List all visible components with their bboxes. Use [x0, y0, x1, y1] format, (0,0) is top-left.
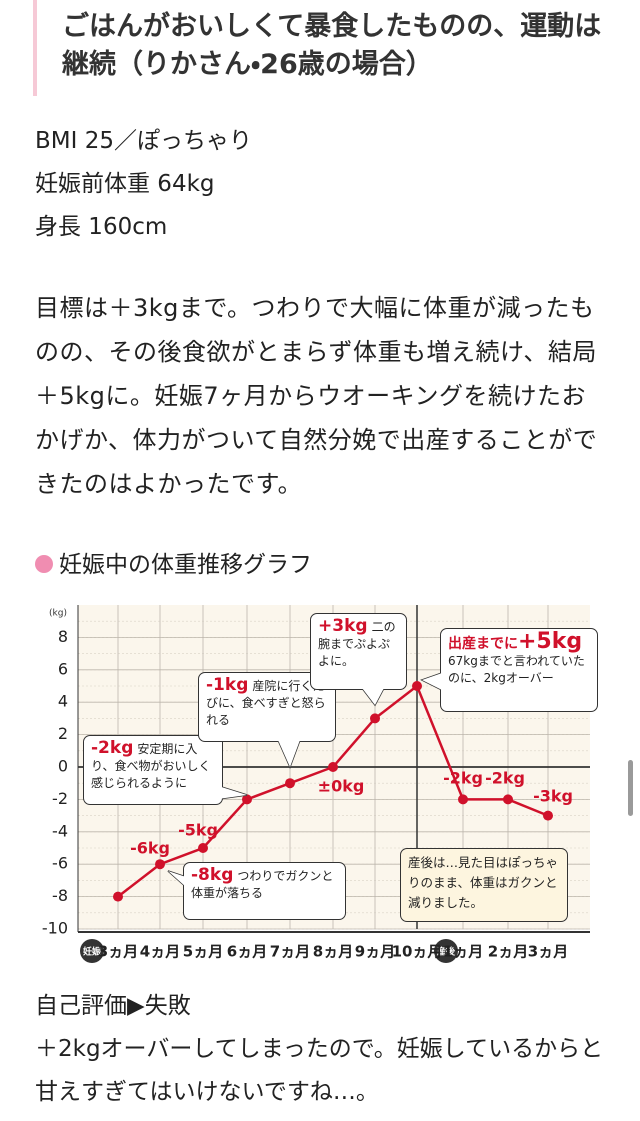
phase-badge	[80, 939, 104, 963]
evaluation-title: 自己評価▶失敗	[35, 993, 191, 1019]
y-unit: (kg)	[49, 609, 67, 619]
value-label: +5kg	[518, 629, 583, 654]
callout-tail-cover	[362, 688, 384, 705]
value-label: -5kg	[178, 821, 218, 840]
phase-label: 妊娠	[83, 946, 102, 958]
x-tick-label: 10ヵ月	[392, 943, 443, 961]
point	[328, 762, 338, 772]
callout-tail-cover	[278, 740, 300, 767]
value-label: -2kg	[485, 769, 525, 788]
x-tick-label: 1ヵ月	[443, 943, 483, 961]
body-text: 目標は＋3kgまで。つわりで大幅に体重が減ったものの、その後食欲がとまらず体重も…	[35, 294, 598, 498]
value-label: -2kg	[91, 738, 134, 758]
callout-note: 安定期に入り、食べ物がおいしく感じられるように	[91, 742, 211, 790]
callout-note: つわりでガクンと体重が落ちる	[191, 869, 334, 900]
y-tick-label: -8	[52, 886, 68, 905]
x-tick-label: 3ヵ月	[98, 943, 138, 961]
bullet	[35, 555, 53, 573]
profile: BMI 25／ぽっちゃり 妊娠前体重 64kg 身長 160cm	[35, 120, 252, 249]
value-label: -6kg	[130, 839, 170, 858]
profile-line: 妊娠前体重 64kg	[35, 171, 215, 197]
phase-badge	[434, 939, 458, 963]
x-tick-label: 9ヵ月	[355, 943, 395, 961]
point	[242, 794, 252, 805]
point	[458, 794, 468, 805]
y-tick-label: 0	[58, 757, 68, 776]
callout-tail-cover	[168, 871, 186, 887]
callout-tail-cover	[422, 673, 442, 690]
y-tick-label: 4	[58, 692, 68, 711]
value-label: +3kg	[318, 616, 368, 636]
evaluation: 自己評価▶失敗 ＋2kgオーバーしてしまったので。妊娠しているからと甘えすぎては…	[35, 985, 605, 1114]
callout-note: 産後は…見た目はぽっちゃりのまま、体重はガクンと減りました。	[408, 855, 559, 910]
callout: +3kg 二の腕までぷよぷよに。	[310, 613, 407, 690]
callout-box: +3kg 二の腕までぷよぷよに。	[310, 613, 407, 690]
point	[155, 859, 165, 870]
point	[370, 713, 380, 724]
value-label: -2kg	[443, 769, 483, 788]
point	[113, 891, 123, 902]
section-heading: 妊娠中の体重推移グラフ	[35, 548, 312, 582]
callout-box: 出産までに+5kg 67kgまでと言われていたのに、2kgオーバー	[440, 628, 598, 712]
callout: -8kg つわりでガクンと体重が落ちる	[183, 862, 346, 920]
heading: ごはんがおいしくて暴食したものの、運動は継続（りかさん・26歳の場合）	[62, 11, 602, 80]
heading-accent	[33, 0, 37, 96]
point	[412, 681, 422, 691]
profile-line: 身長 160cm	[35, 214, 168, 240]
callout-tail-cover	[215, 785, 247, 799]
value-label: -1kg	[206, 675, 249, 695]
callout-note: 産院に行くたびに、食べすぎと怒られる	[206, 679, 326, 727]
value-label: ±0kg	[318, 777, 365, 796]
y-tick-label: 6	[58, 659, 68, 678]
y-tick-label: -2	[52, 789, 68, 808]
callout: -2kg 安定期に入り、食べ物がおいしく感じられるように	[83, 735, 223, 805]
callout-prefix: 出産までに	[448, 636, 518, 652]
callout-box: -8kg つわりでガクンと体重が落ちる	[183, 862, 346, 920]
point	[543, 810, 553, 821]
callout-note: 二の腕までぷよぷよに。	[318, 620, 396, 668]
point	[285, 778, 295, 789]
x-tick-label: 8ヵ月	[313, 943, 353, 961]
y-tick-label: -10	[42, 919, 68, 938]
callout-box: 産後は…見た目はぽっちゃりのまま、体重はガクンと減りました。	[400, 848, 568, 922]
x-tick-label: 3ヵ月	[528, 943, 568, 961]
x-tick-label: 6ヵ月	[227, 943, 267, 961]
y-tick-label: 8	[58, 627, 68, 646]
x-tick-label: 7ヵ月	[270, 943, 310, 961]
x-tick-label: 2ヵ月	[488, 943, 528, 961]
y-tick-label: 2	[58, 724, 68, 743]
callout: 産後は…見た目はぽっちゃりのまま、体重はガクンと減りました。	[400, 848, 568, 922]
value-label: -8kg	[191, 865, 234, 885]
point	[503, 794, 513, 805]
evaluation-text: ＋2kgオーバーしてしまったので。妊娠しているからと甘えすぎてはいけないですね……	[35, 1036, 604, 1105]
callout-note: 67kgまでと言われていたのに、2kgオーバー	[448, 654, 585, 685]
value-label: -3kg	[533, 787, 573, 806]
profile-line: BMI 25／ぽっちゃり	[35, 128, 252, 154]
x-tick-label: 5ヵ月	[183, 943, 223, 961]
point	[198, 843, 208, 853]
section-title: 妊娠中の体重推移グラフ	[59, 552, 312, 578]
y-tick-label: -4	[52, 821, 68, 840]
scrollbar	[628, 760, 633, 816]
y-tick-label: -6	[52, 854, 68, 873]
x-tick-label: 4ヵ月	[140, 943, 180, 961]
phase-label: 産後	[437, 946, 456, 958]
callout-box: -2kg 安定期に入り、食べ物がおいしく感じられるように	[83, 735, 223, 805]
